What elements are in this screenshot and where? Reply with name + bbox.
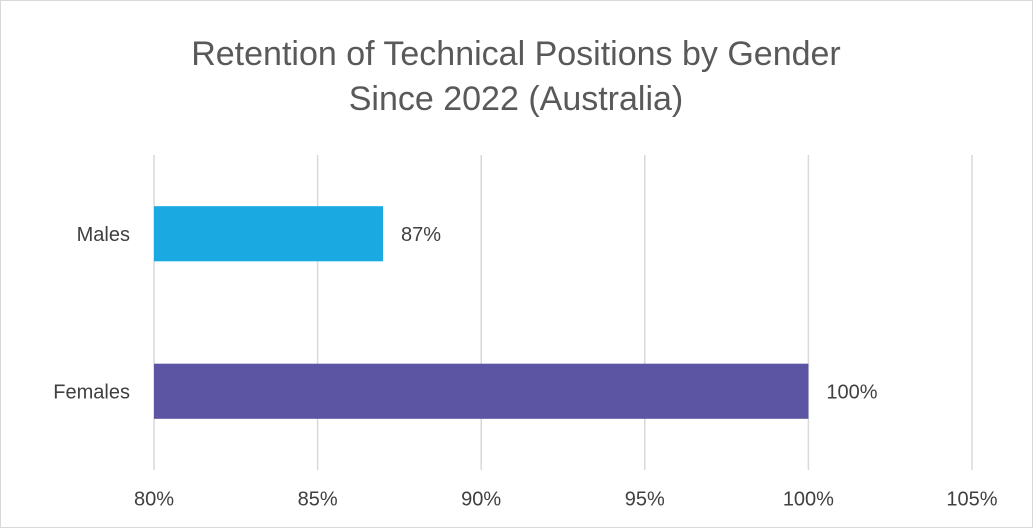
x-tick-label: 100% [783, 488, 834, 510]
chart-title: Retention of Technical Positions by Gend… [191, 35, 841, 73]
chart-title: Since 2022 (Australia) [349, 80, 684, 118]
y-tick-label: Females [53, 382, 130, 404]
bar [154, 206, 384, 262]
x-tick-label: 85% [298, 488, 338, 510]
bar [154, 363, 809, 419]
x-tick-label: 105% [946, 488, 997, 510]
data-label: 100% [826, 382, 877, 404]
y-tick-label: Males [77, 224, 130, 246]
x-tick-label: 80% [134, 488, 174, 510]
x-tick-label: 95% [625, 488, 665, 510]
data-label: 87% [401, 224, 441, 246]
x-tick-label: 90% [461, 488, 501, 510]
